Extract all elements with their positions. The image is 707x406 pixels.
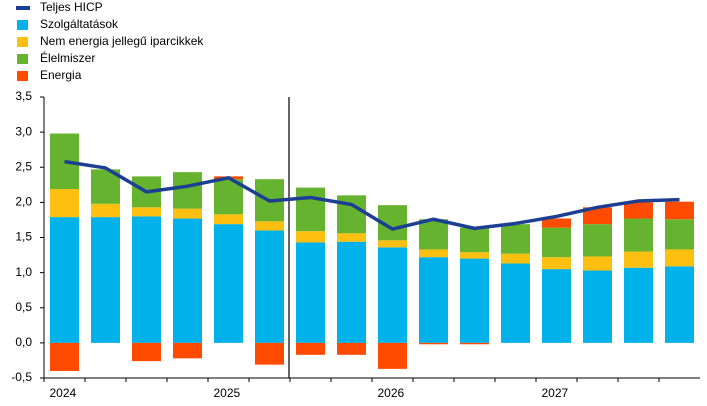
legend-marker [16, 6, 30, 10]
y-tick-label: 1,5 [15, 230, 32, 244]
bar-segment [460, 342, 489, 345]
x-tick-label: 2024 [50, 386, 77, 400]
legend-label: Élelmiszer [40, 50, 95, 65]
bar-segment [173, 342, 202, 359]
bar-segment [624, 218, 653, 252]
bar-segment [419, 257, 448, 343]
bar-segment [542, 269, 571, 343]
bar-segment [624, 267, 653, 343]
bar-segment [214, 214, 243, 225]
y-tick-label: 2,0 [15, 195, 32, 209]
legend-label: Szolgáltatások [40, 17, 119, 31]
bar-segment [378, 247, 407, 343]
bar-segment [501, 253, 530, 264]
bar-segment [501, 224, 530, 254]
bar-segment [91, 217, 120, 343]
bar-segment [583, 207, 612, 225]
bar-segment [378, 342, 407, 369]
bar-segment [255, 230, 284, 343]
bar-segment [255, 342, 284, 365]
bar-segment [173, 208, 202, 219]
legend-marker [17, 37, 28, 47]
bar-segment [419, 342, 448, 345]
bar-segment [337, 241, 366, 343]
y-tick-label: 0,0 [15, 335, 32, 349]
x-tick-label: 2027 [542, 386, 569, 400]
bar-segment [378, 240, 407, 248]
bar-segment [91, 203, 120, 218]
bar-segment [214, 224, 243, 343]
bar-segment [173, 218, 202, 343]
bar-segment [50, 217, 79, 343]
bar-segment [50, 342, 79, 371]
y-tick-label: -0,5 [11, 370, 32, 384]
legend-label: Energia [40, 68, 82, 82]
bar-segment [296, 242, 325, 343]
bar-segment [583, 224, 612, 257]
line-series [64, 159, 680, 231]
bar-segment [624, 251, 653, 268]
bar-segment [296, 342, 325, 355]
legend-marker [17, 54, 28, 64]
bar-segment [296, 231, 325, 243]
bar-segment [50, 189, 79, 218]
bar-segment [132, 216, 161, 343]
bar-segment [296, 187, 325, 232]
y-tick-label: 1,0 [15, 265, 32, 279]
legend-marker [17, 71, 28, 81]
legend-label: Nem energia jellegű iparcikkek [40, 34, 204, 48]
y-tick-label: 0,5 [15, 300, 32, 314]
legend-marker [17, 20, 28, 30]
bar-segment [255, 221, 284, 231]
bar-segment [337, 342, 366, 355]
bar-segment [173, 172, 202, 209]
bar-segment [460, 252, 489, 259]
y-tick-label: 3,5 [15, 89, 32, 103]
bar-segment [419, 219, 448, 250]
bar-segment [419, 249, 448, 258]
bar-segment [460, 227, 489, 253]
bar-segment [460, 258, 489, 343]
bar-segment [132, 207, 161, 217]
bar-segment [665, 266, 694, 343]
bar-segment [583, 256, 612, 271]
y-tick-label: 3,0 [15, 124, 32, 138]
bar-segment [542, 257, 571, 270]
bar-segment [337, 233, 366, 242]
bar-segment [542, 218, 571, 228]
bar-segment [501, 263, 530, 343]
legend-label: Teljes HICP [40, 0, 103, 14]
bar-segment [624, 202, 653, 219]
bar-segment [132, 342, 161, 362]
bar-segment [583, 270, 612, 343]
bar-segment [665, 249, 694, 267]
bar-segment [665, 219, 694, 250]
bar-segment [50, 133, 79, 190]
x-tick-label: 2026 [378, 386, 405, 400]
x-tick-label: 2025 [214, 386, 241, 400]
bar-segment [665, 201, 694, 220]
y-tick-label: 2,5 [15, 159, 32, 173]
bar-segment [542, 227, 571, 258]
